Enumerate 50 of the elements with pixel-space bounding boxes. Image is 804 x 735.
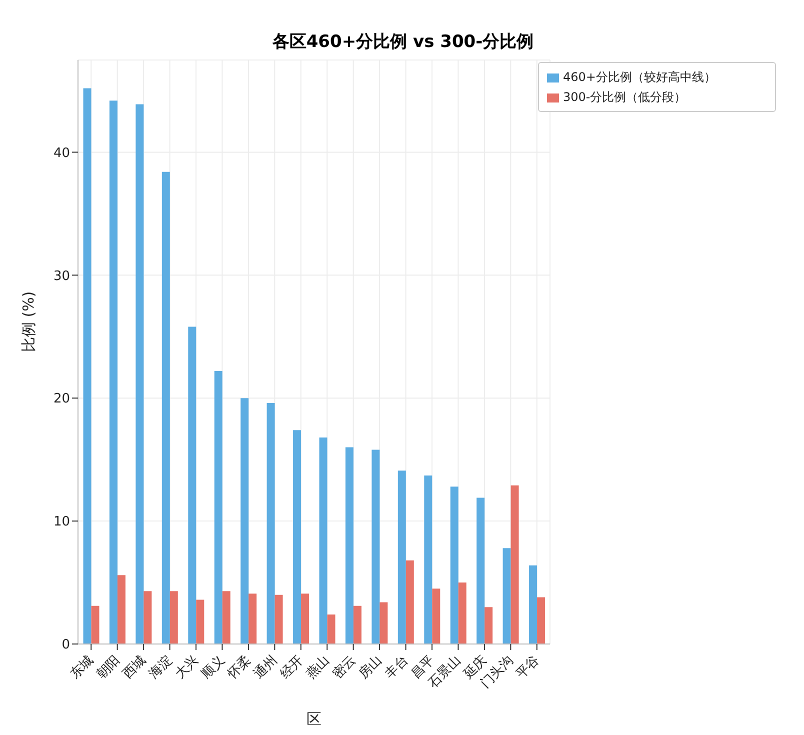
bar: [196, 600, 204, 644]
bar: [162, 172, 170, 644]
bar: [432, 588, 440, 644]
bar: [372, 450, 380, 644]
bar: [293, 430, 302, 644]
bar: [424, 476, 432, 644]
x-tick-label: 东城: [68, 653, 97, 682]
bar: [476, 498, 485, 644]
y-tick-label: 0: [62, 638, 70, 653]
bar: [136, 104, 144, 644]
bar: [214, 371, 222, 644]
x-tick-label: 朝阳: [94, 653, 123, 682]
bar: [353, 606, 362, 644]
bar: [144, 591, 152, 644]
bar: [266, 403, 275, 644]
bar: [109, 100, 118, 644]
bar: [91, 606, 100, 644]
bar: [170, 591, 178, 644]
chart-title: 各区460+分比例 vs 300-分比例: [271, 31, 535, 54]
bar: [83, 88, 92, 644]
bar: [529, 565, 538, 644]
bar: [537, 597, 546, 644]
bar: [502, 548, 511, 644]
bar: [484, 607, 493, 644]
x-axis-title: 区: [306, 710, 322, 728]
x-tick-label: 通州: [251, 653, 280, 682]
legend-label: 300-分比例（低分段）: [563, 90, 686, 104]
bar: [406, 560, 414, 644]
bar: [301, 594, 310, 644]
bar: [248, 594, 257, 644]
bar: [222, 591, 230, 644]
bar: [274, 594, 283, 644]
bar: [380, 602, 388, 644]
y-tick-label: 20: [53, 392, 70, 407]
legend-label: 460+分比例（较好高中线）: [563, 70, 716, 84]
bar: [458, 582, 466, 644]
y-axis-title: 比例 (%): [19, 291, 38, 352]
y-tick-label: 40: [53, 146, 70, 161]
bar: [345, 447, 354, 644]
bar: [327, 614, 336, 644]
bar: [188, 326, 196, 644]
bar: [510, 485, 519, 644]
y-tick-label: 30: [53, 268, 70, 284]
bar: [450, 486, 458, 644]
bar: [240, 398, 249, 644]
y-tick-label: 10: [53, 514, 70, 530]
x-tick-label: 平谷: [514, 653, 543, 682]
bar: [117, 575, 126, 644]
bar: [319, 437, 328, 644]
bar: [398, 470, 406, 644]
